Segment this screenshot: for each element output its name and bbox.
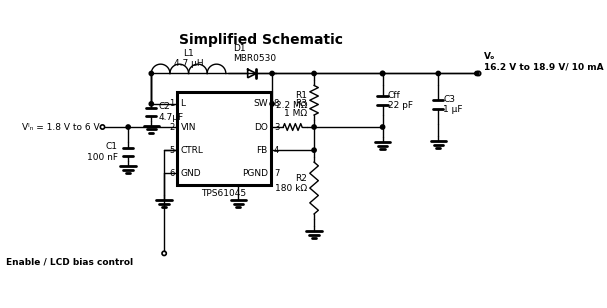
Circle shape <box>270 71 274 76</box>
Text: R1
2.2 MΩ: R1 2.2 MΩ <box>276 91 307 110</box>
Text: TPS61045: TPS61045 <box>202 189 246 198</box>
Text: C1
100 nF: C1 100 nF <box>87 142 118 162</box>
Text: SW: SW <box>253 99 268 108</box>
Text: D1
MBR0530: D1 MBR0530 <box>232 44 276 63</box>
Text: 8: 8 <box>274 99 279 108</box>
Text: Vₒ
16.2 V to 18.9 V/ 10 mA: Vₒ 16.2 V to 18.9 V/ 10 mA <box>484 52 603 72</box>
Text: L: L <box>180 99 185 108</box>
Text: VIN: VIN <box>180 123 196 132</box>
Text: 7: 7 <box>274 169 279 178</box>
Text: R2
180 kΩ: R2 180 kΩ <box>275 174 307 193</box>
Text: Enable / LCD bias control: Enable / LCD bias control <box>5 258 133 267</box>
Circle shape <box>436 71 441 76</box>
Text: L1
4.7 μH: L1 4.7 μH <box>174 49 203 68</box>
Circle shape <box>381 71 385 76</box>
Text: 6: 6 <box>169 169 174 178</box>
Text: 4: 4 <box>274 146 279 155</box>
Text: 2: 2 <box>169 123 174 132</box>
Circle shape <box>126 125 131 129</box>
Circle shape <box>270 102 274 106</box>
Text: 3: 3 <box>274 123 279 132</box>
Circle shape <box>149 102 154 106</box>
Text: GND: GND <box>180 169 201 178</box>
Text: Vᴵₙ = 1.8 V to 6 V: Vᴵₙ = 1.8 V to 6 V <box>22 123 100 132</box>
Text: 1: 1 <box>169 99 174 108</box>
Text: CTRL: CTRL <box>180 146 203 155</box>
Text: 5: 5 <box>169 146 174 155</box>
Circle shape <box>312 148 316 152</box>
Text: DO: DO <box>254 123 268 132</box>
Text: Cff
22 pF: Cff 22 pF <box>388 91 413 110</box>
Text: R3
1 MΩ: R3 1 MΩ <box>284 99 307 119</box>
Text: C3
1 μF: C3 1 μF <box>444 95 463 115</box>
Circle shape <box>475 71 479 76</box>
Bar <box>177 92 271 185</box>
Text: FB: FB <box>257 146 268 155</box>
Text: PGND: PGND <box>242 169 268 178</box>
Text: Simplified Schematic: Simplified Schematic <box>179 33 343 47</box>
Text: C2
4.7μF: C2 4.7μF <box>158 102 183 122</box>
Circle shape <box>149 71 154 76</box>
Circle shape <box>312 71 316 76</box>
Circle shape <box>312 125 316 129</box>
Circle shape <box>381 71 385 76</box>
Circle shape <box>381 125 385 129</box>
